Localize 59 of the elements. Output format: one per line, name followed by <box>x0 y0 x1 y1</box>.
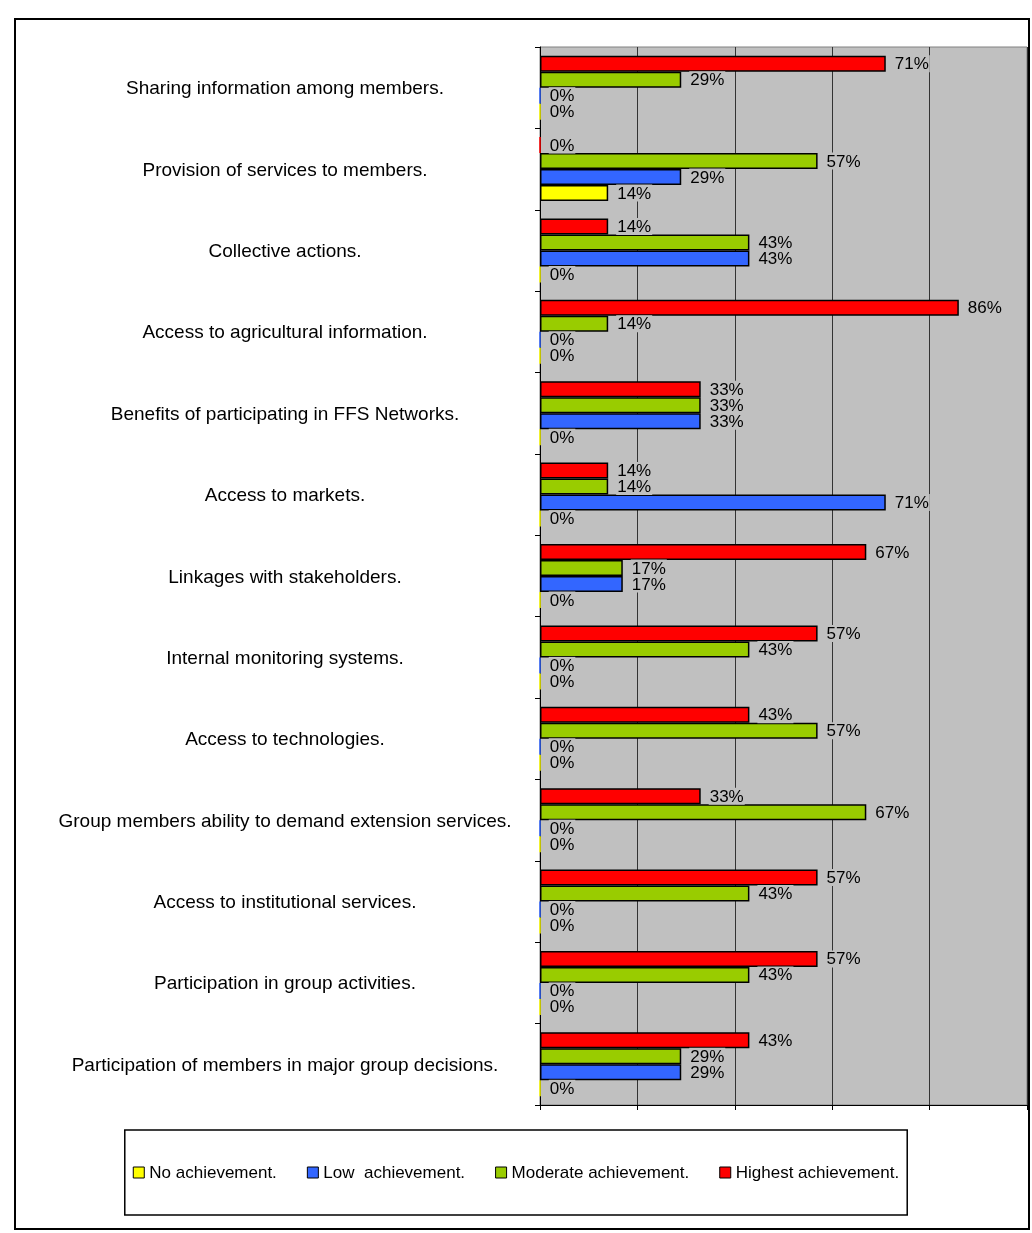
data-label: 17% <box>631 558 666 578</box>
data-label: 0% <box>549 981 575 1001</box>
data-label: 0% <box>549 737 575 757</box>
data-label: 0% <box>549 590 575 610</box>
data-label: 29% <box>690 70 725 90</box>
data-label: 57% <box>826 721 861 741</box>
y-tick-label: Participation in group activities. <box>154 972 416 994</box>
y-tick-label: Internal monitoring systems. <box>166 646 404 668</box>
y-tick-label: Collective actions. <box>208 239 362 261</box>
data-label: 57% <box>826 949 861 969</box>
data-label: 0% <box>549 330 575 350</box>
y-tick-label: Access to markets. <box>204 484 366 506</box>
y-tick-label: Participation of members in major group decisions. <box>71 1053 499 1075</box>
data-label: 14% <box>617 183 652 203</box>
data-label: 71% <box>894 54 929 74</box>
data-label: 67% <box>875 542 910 562</box>
legend-label: Highest achievement. <box>735 1163 900 1182</box>
data-label: 0% <box>549 818 575 838</box>
data-label: 0% <box>549 427 575 447</box>
data-label: 43% <box>758 965 793 985</box>
data-label: 0% <box>549 86 575 106</box>
data-label: 86% <box>967 298 1002 318</box>
data-label: 14% <box>617 461 652 481</box>
data-label: 0% <box>549 655 575 675</box>
data-label: 14% <box>617 314 652 334</box>
data-label: 17% <box>631 574 666 594</box>
data-label: 67% <box>875 802 910 822</box>
legend-label: No achievement. <box>149 1163 277 1182</box>
y-tick-label: Access to technologies. <box>185 728 385 750</box>
data-label: 29% <box>690 167 725 187</box>
data-label: 0% <box>549 900 575 920</box>
data-label: 29% <box>690 1046 725 1066</box>
data-label: 43% <box>758 705 793 725</box>
data-label: 43% <box>758 884 793 904</box>
data-label: 57% <box>826 868 861 888</box>
data-label: 0% <box>549 135 575 155</box>
y-tick-label: Sharing information among members. <box>126 77 444 99</box>
y-tick-label: Access to agricultural information. <box>142 321 428 343</box>
data-label: 0% <box>549 509 575 529</box>
legend-label: Low achievement. <box>323 1163 466 1182</box>
legend-label: Moderate achievement. <box>511 1163 690 1182</box>
data-label: 33% <box>709 379 744 399</box>
data-label: 57% <box>826 151 861 171</box>
y-tick-label: Linkages with stakeholders. <box>168 565 402 587</box>
data-label: 0% <box>549 264 575 284</box>
data-label: 57% <box>826 623 861 643</box>
y-tick-label: Group members ability to demand extension services. <box>58 809 512 831</box>
data-label: 0% <box>549 1078 575 1098</box>
data-label: 14% <box>617 477 652 497</box>
data-label: 43% <box>758 639 793 659</box>
y-tick-label: Benefits of participating in FFS Networks. <box>110 402 460 424</box>
data-label: 43% <box>758 1030 793 1050</box>
data-label: 14% <box>617 216 652 236</box>
y-tick-label: Access to institutional services. <box>153 891 417 913</box>
data-label: 33% <box>709 786 744 806</box>
data-label: 33% <box>709 411 744 431</box>
data-label: 33% <box>709 395 744 415</box>
y-tick-label: Provision of services to members. <box>142 158 428 180</box>
data-label: 71% <box>894 493 929 513</box>
